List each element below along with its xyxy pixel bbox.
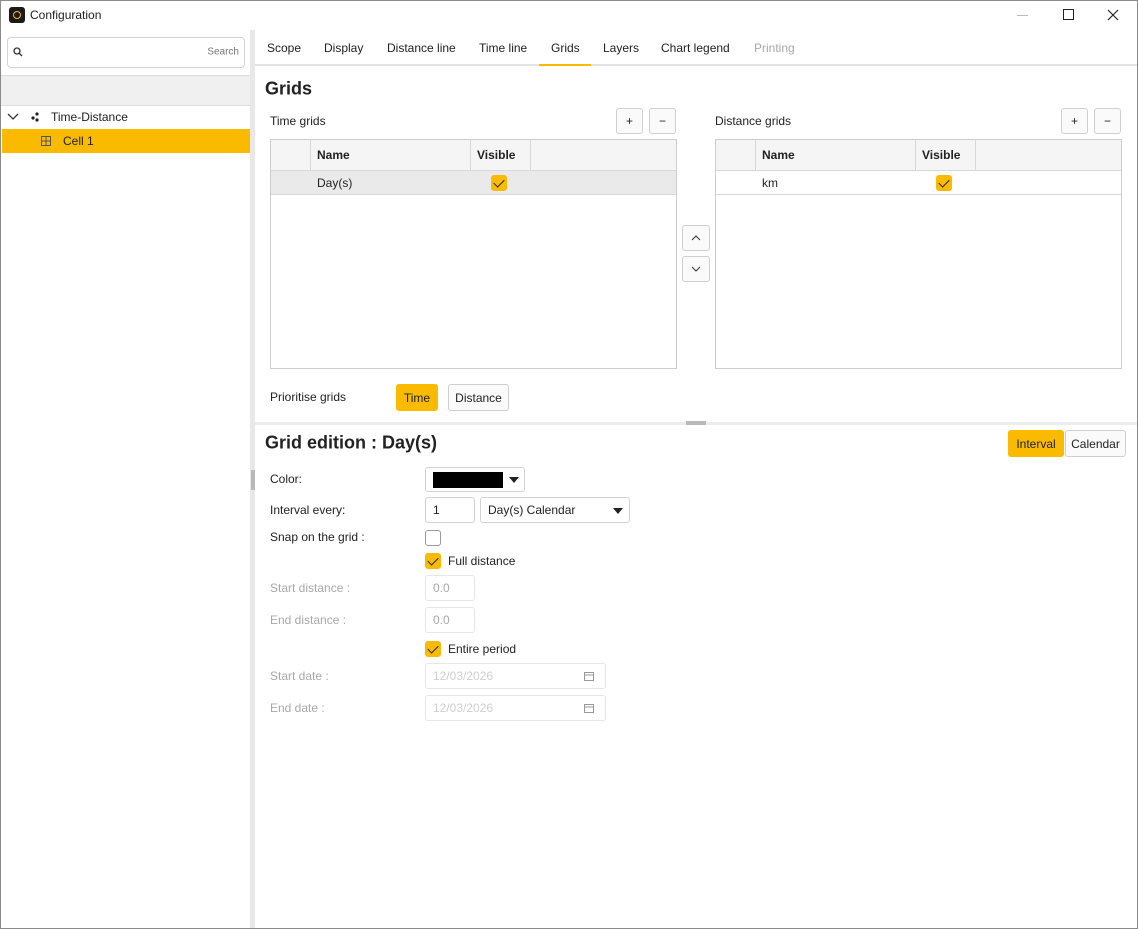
start-distance-input <box>425 575 475 601</box>
field-label: End distance : <box>270 613 347 627</box>
end-date-input <box>425 695 606 721</box>
field-label: Start distance : <box>270 581 351 595</box>
tab[interactable]: Scope <box>267 41 302 55</box>
tab[interactable]: Time line <box>479 41 528 55</box>
tab[interactable]: Layers <box>603 41 640 55</box>
field-label: Interval every: <box>270 503 346 517</box>
list-label: Distance grids <box>715 114 792 128</box>
header-cell: Name <box>756 139 916 170</box>
section-title: Grid edition : Day(s) <box>265 432 438 453</box>
interval-unit-select[interactable] <box>480 497 630 523</box>
tree-selection[interactable] <box>2 129 250 153</box>
tab-indicator <box>539 64 591 66</box>
distance-grid-table <box>715 139 1122 369</box>
remove-button[interactable]: − <box>1094 108 1121 134</box>
header-cell: Visible <box>471 139 531 170</box>
close-button[interactable] <box>1107 9 1119 21</box>
minimize-button[interactable] <box>1017 15 1028 16</box>
splitter-handle[interactable] <box>686 421 706 425</box>
snap-checkbox[interactable] <box>425 530 441 546</box>
end-distance-value: 0.0 <box>433 613 450 627</box>
interval-mode-button[interactable]: Interval <box>1008 430 1064 457</box>
tab[interactable]: Display <box>324 41 364 55</box>
search-icon <box>13 47 23 57</box>
splitter-handle[interactable] <box>251 470 255 490</box>
tab-active[interactable]: Grids <box>551 41 580 55</box>
table-row[interactable] <box>716 171 1121 195</box>
field-label: Start date : <box>270 669 329 683</box>
entire-period-checkbox[interactable] <box>425 641 441 657</box>
end-distance-input <box>425 607 475 633</box>
section-title: Grids <box>265 78 313 99</box>
dropdown-arrow <box>613 508 623 514</box>
move-down-button[interactable] <box>682 256 710 282</box>
calendar-icon <box>584 704 594 713</box>
table-header <box>716 140 1121 171</box>
list-label: Time grids <box>270 114 326 128</box>
header-cell: Name <box>311 139 471 170</box>
field-label: Color: <box>270 472 303 486</box>
add-button[interactable]: + <box>1061 108 1088 134</box>
calendar-mode-button[interactable]: Calendar <box>1065 430 1126 457</box>
tree-node-icon <box>31 112 39 122</box>
app-icon <box>9 7 25 23</box>
search-box[interactable] <box>7 37 245 68</box>
tab-rule <box>255 64 1137 66</box>
header-cell: Visible <box>916 139 976 170</box>
remove-button[interactable]: − <box>649 108 676 134</box>
interval-input[interactable] <box>425 497 475 523</box>
field-label: Snap on the grid : <box>270 530 365 544</box>
full-distance-checkbox[interactable] <box>425 553 441 569</box>
tree-item[interactable]: Time-Distance <box>51 110 128 124</box>
move-up-button[interactable] <box>682 225 710 251</box>
checkbox-label: Entire period <box>448 642 517 656</box>
start-date-input <box>425 663 606 689</box>
interval-value: 1 <box>433 503 440 517</box>
search-placeholder: Search <box>207 46 239 58</box>
visible-checkbox[interactable] <box>491 175 507 191</box>
priority-time-button[interactable]: Time <box>396 384 438 411</box>
maximize-button[interactable] <box>1063 9 1074 20</box>
cell-icon <box>41 136 51 146</box>
visible-checkbox[interactable] <box>936 175 952 191</box>
tab[interactable]: Chart legend <box>661 41 730 55</box>
table-header <box>271 140 676 171</box>
prioritise-label: Prioritise grids <box>270 390 347 404</box>
tab-disabled: Printing <box>754 41 795 55</box>
tab[interactable]: Distance line <box>387 41 456 55</box>
window-title: Configuration <box>30 8 102 22</box>
color-swatch <box>433 472 503 488</box>
tree-header <box>1 75 250 106</box>
start-date-value: 12/03/2026 <box>433 669 494 683</box>
dropdown-arrow <box>509 477 519 483</box>
expand-chevron[interactable] <box>7 112 19 122</box>
calendar-icon <box>584 672 594 681</box>
grid-name: km <box>762 176 778 190</box>
header-cell <box>716 139 756 170</box>
priority-distance-button[interactable]: Distance <box>448 384 509 411</box>
time-grid-table <box>270 139 677 369</box>
color-picker[interactable] <box>425 467 525 492</box>
add-button[interactable]: + <box>616 108 643 134</box>
checkbox-label: Full distance <box>448 554 516 568</box>
tree-item[interactable]: Cell 1 <box>63 134 94 148</box>
field-label: End date : <box>270 701 325 715</box>
start-distance-value: 0.0 <box>433 581 450 595</box>
header-cell <box>271 139 311 170</box>
interval-unit: Day(s) Calendar <box>488 503 576 517</box>
end-date-value: 12/03/2026 <box>433 701 494 715</box>
grid-name: Day(s) <box>317 176 353 190</box>
table-row-selected[interactable] <box>271 171 676 195</box>
